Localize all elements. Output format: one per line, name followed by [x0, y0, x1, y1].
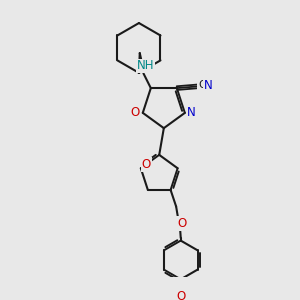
- Text: O: O: [131, 106, 140, 119]
- Text: C: C: [198, 80, 206, 90]
- Text: O: O: [142, 158, 151, 171]
- Text: O: O: [176, 290, 185, 300]
- Text: N: N: [187, 106, 196, 119]
- Text: N: N: [204, 79, 213, 92]
- Text: NH: NH: [136, 59, 154, 73]
- Text: O: O: [177, 217, 186, 230]
